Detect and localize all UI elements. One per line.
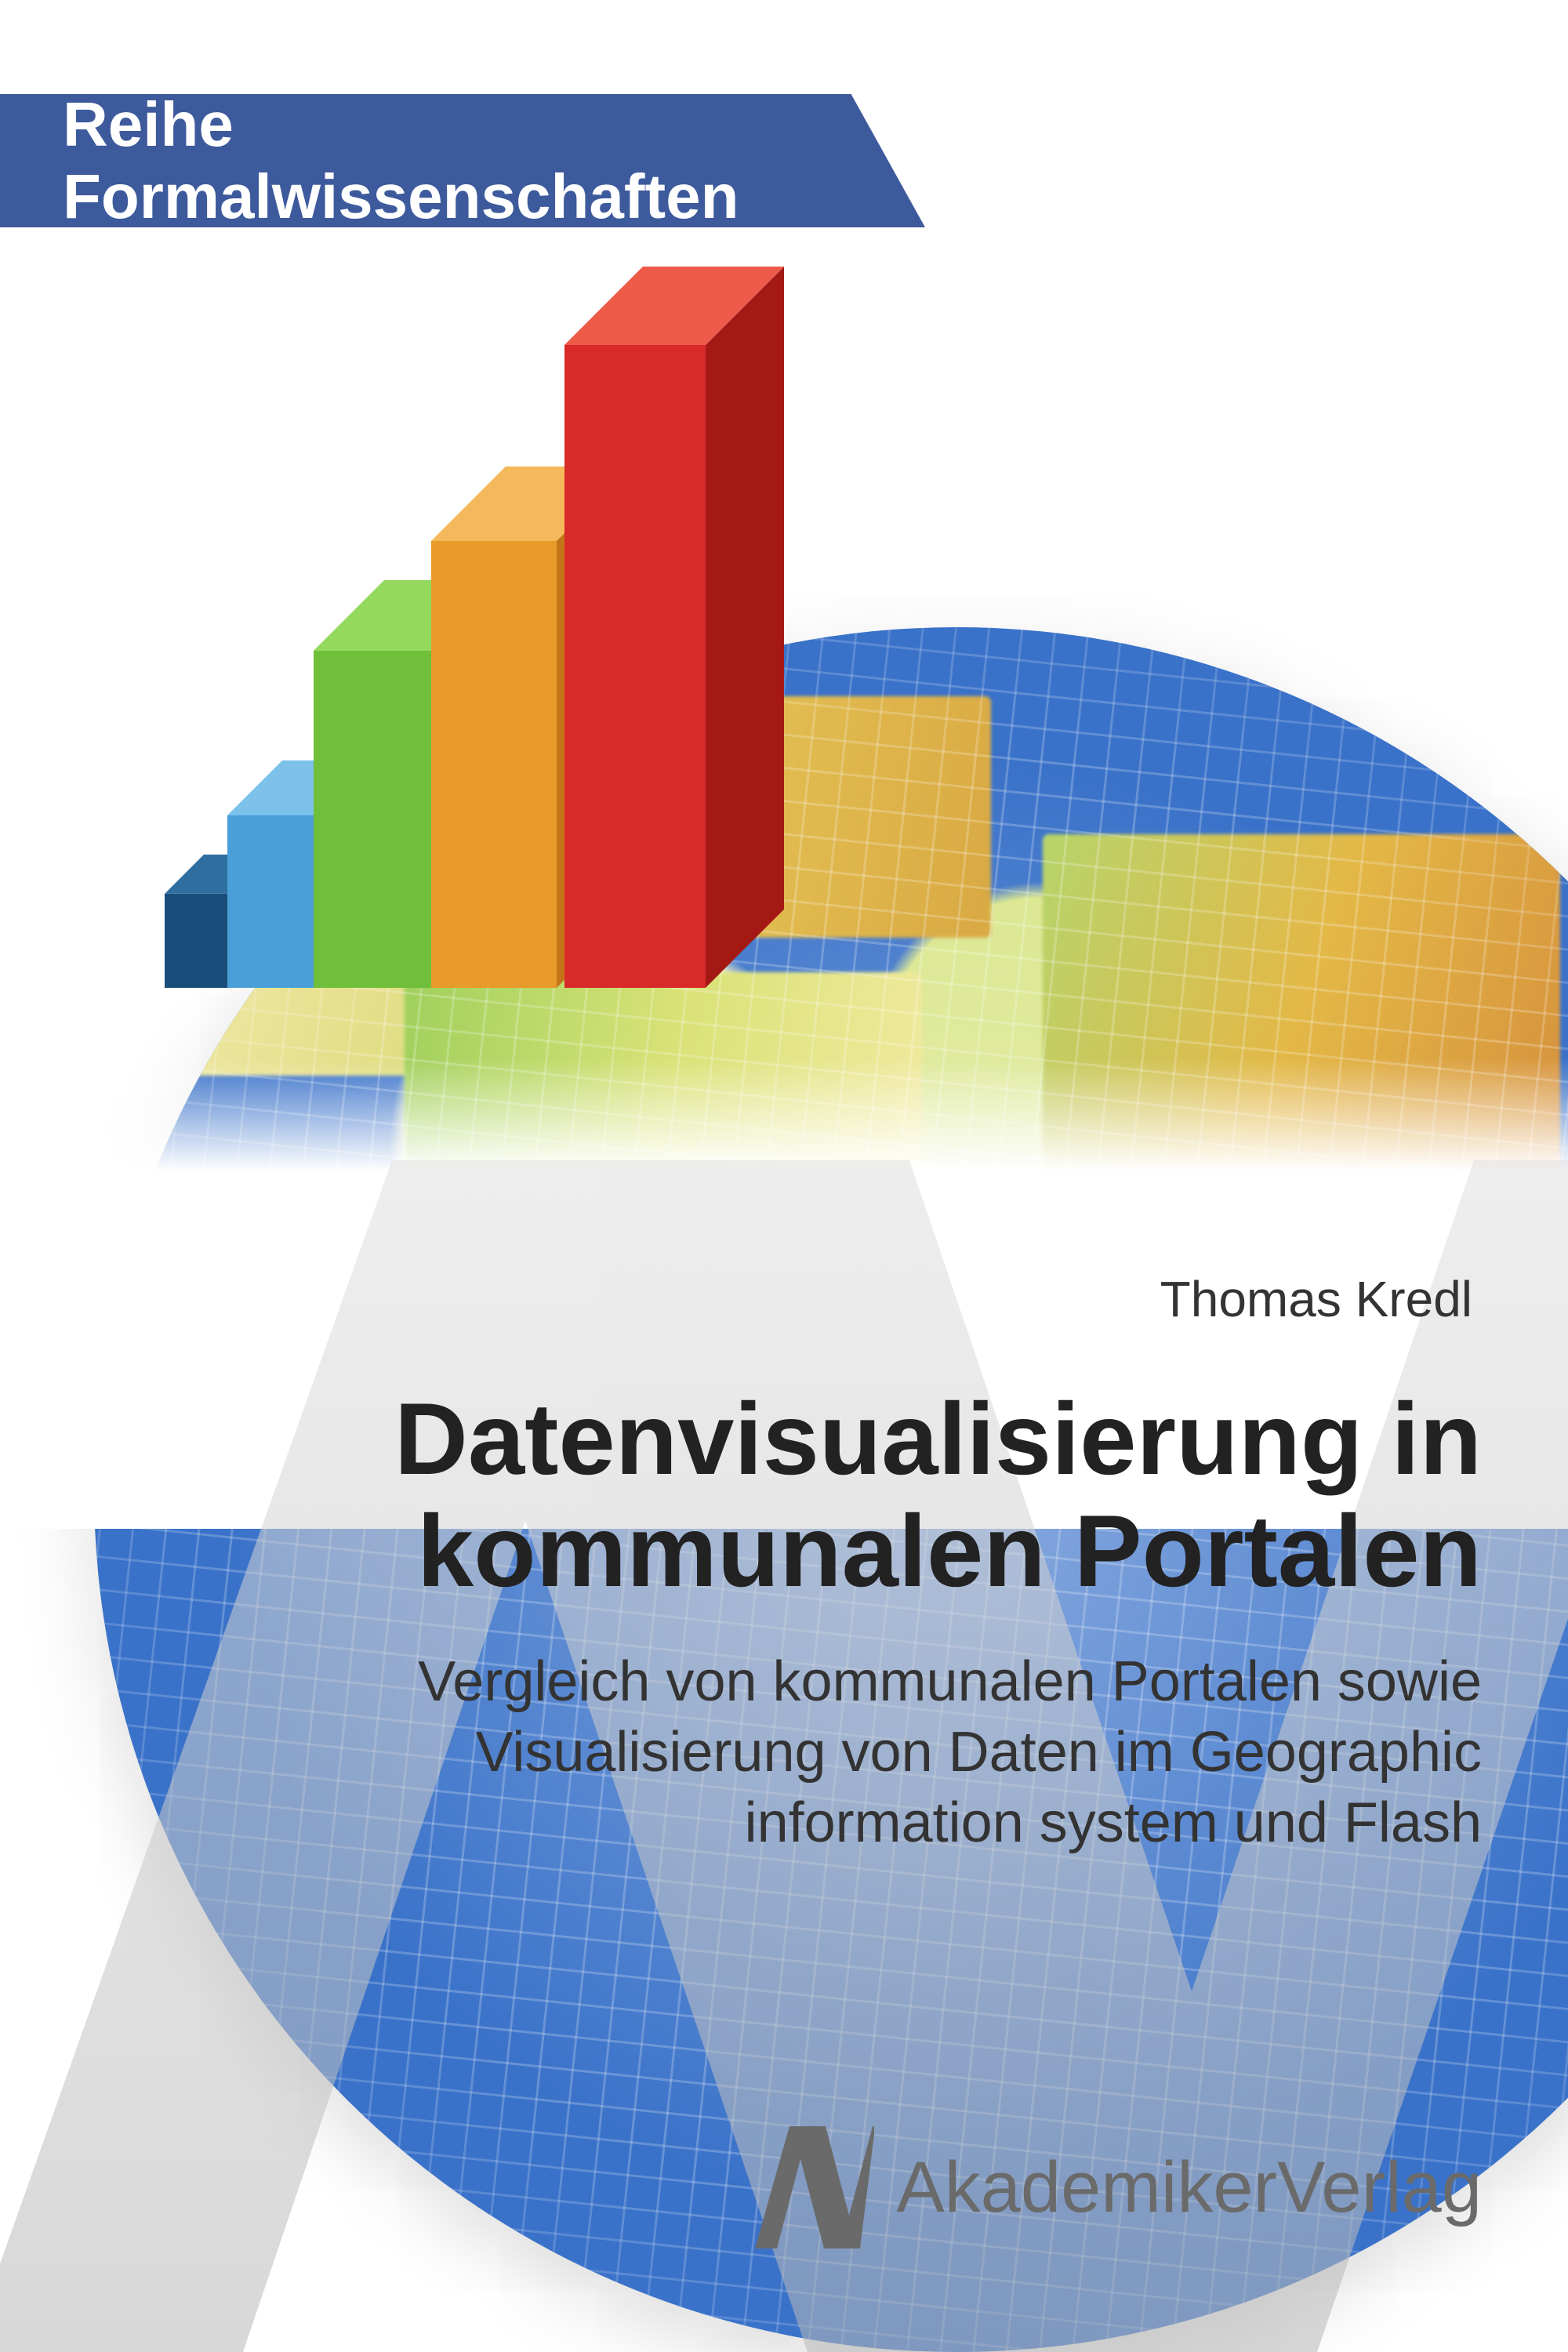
book-subtitle: Vergleich von kommunalen Portalen sowie … xyxy=(110,1646,1482,1858)
series-banner: Reihe Formalwissenschaften xyxy=(0,94,925,227)
bar-front xyxy=(165,894,235,988)
series-label: Reihe Formalwissenschaften xyxy=(63,89,925,233)
author-name: Thomas Kredl xyxy=(110,1270,1472,1328)
hero-illustration xyxy=(0,345,1568,1160)
subtitle-line: information system und Flash xyxy=(745,1791,1482,1854)
publisher-name-prefix: Akademiker xyxy=(896,2147,1277,2227)
bar-front xyxy=(564,345,706,988)
subtitle-line: Visualisierung von Daten im Geographic xyxy=(476,1721,1482,1784)
publisher-block: AkademikerVerlag xyxy=(749,2125,1482,2250)
bar-front xyxy=(227,815,321,988)
bar-side xyxy=(706,267,784,988)
text-block: Thomas Kredl Datenvisualisierung in komm… xyxy=(110,1270,1482,1858)
bar-front xyxy=(314,651,431,988)
publisher-logo-icon xyxy=(749,2125,874,2250)
bar-chart-3d xyxy=(157,345,862,988)
book-title: Datenvisualisierung in kommunalen Portal… xyxy=(110,1383,1482,1607)
bar-front xyxy=(431,541,557,988)
publisher-name-suffix: Verlag xyxy=(1277,2147,1482,2227)
title-line: kommunalen Portalen xyxy=(417,1494,1482,1608)
subtitle-line: Vergleich von kommunalen Portalen sowie xyxy=(418,1650,1482,1713)
publisher-name: AkademikerVerlag xyxy=(896,2147,1482,2229)
title-line: Datenvisualisierung in xyxy=(394,1381,1482,1496)
